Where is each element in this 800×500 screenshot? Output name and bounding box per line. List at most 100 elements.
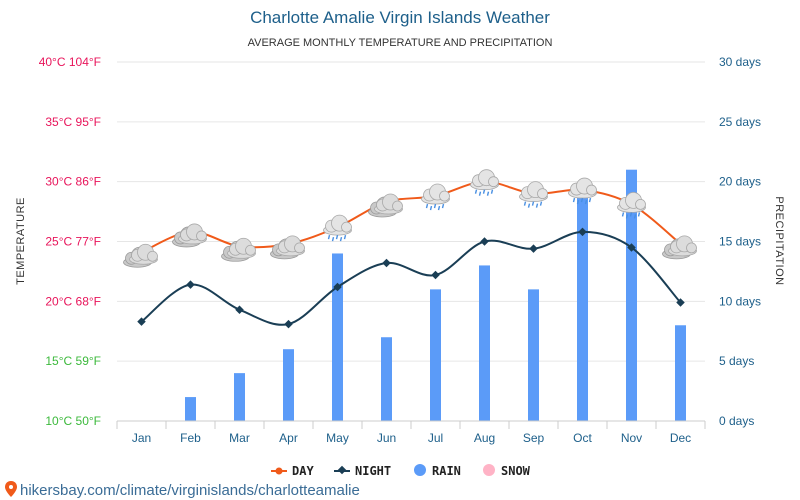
cloud-puff [294,242,305,254]
rain-drop [474,189,478,194]
legend-item-rain[interactable]: RAIN [414,464,461,478]
rain-bar [185,397,196,421]
rain-drop [637,212,641,217]
rain-drop [535,203,539,208]
left-tick-label: 20°C 68°F [45,294,101,308]
partly-sunny-icon [270,235,305,260]
cloud-puff [439,190,450,202]
chart-title: Charlotte Amalie Virgin Islands Weather [250,8,550,27]
night-point [382,258,391,268]
rain-drop [633,214,637,219]
rain-drop [335,234,339,240]
legend-rain-marker [414,464,426,476]
left-tick-label: 10°C 50°F [45,414,101,428]
cloud-puff [341,221,352,233]
rain-drop [539,201,543,206]
x-tick-label: May [326,431,349,445]
rain-bar [479,265,490,421]
rain-cloud-icon [323,214,352,242]
legend-night-label: NIGHT [355,464,391,478]
x-tick-label: Aug [474,431,495,445]
rain-bar [381,337,392,421]
cloud-puff [245,244,256,256]
rain-drop [527,203,531,208]
rain-drop [588,197,592,203]
y-axis-right-label: PRECIPITATION [773,196,785,285]
legend: DAY NIGHT RAIN SNOW [271,464,531,478]
rain-drop [625,214,629,219]
rain-drop [572,197,576,203]
rain-drop [425,203,429,209]
gridlines [117,61,705,422]
night-line [140,230,682,326]
cloud-puff [392,200,403,212]
rain-bar [234,373,245,421]
rain-bar [283,349,294,421]
night-point [480,237,489,246]
cloud-puff [686,242,697,254]
legend-snow-label: SNOW [501,464,531,478]
legend-day-label: DAY [292,464,314,478]
rain-drop [433,203,437,209]
x-tick-label: Feb [180,431,201,445]
rain-bar [528,289,539,421]
x-tick-label: Jul [428,431,443,445]
right-tick-label: 15 days [719,235,761,249]
x-tick-label: Sep [523,431,545,445]
night-point [235,305,244,314]
rain-bar [577,193,588,421]
x-tick-label: Oct [573,431,592,445]
rain-drop [327,234,331,240]
rain-bar [626,169,637,421]
rain-bars [185,169,686,421]
rain-drop [621,212,625,217]
left-tick-label: 35°C 95°F [45,115,101,129]
legend-snow-marker [483,464,495,476]
rain-cloud-icon [617,192,646,219]
rain-drop [490,189,494,194]
partly-sunny-icon [172,223,207,248]
x-tick-label: Apr [279,431,298,445]
partly-sunny-icon [123,243,158,268]
x-tick-label: Mar [229,431,250,445]
rain-bar [675,325,686,421]
left-tick-label: 30°C 86°F [45,175,101,189]
right-tick-label: 20 days [719,175,761,189]
rain-drop [629,212,633,217]
legend-rain-label: RAIN [432,464,461,478]
legend-item-snow[interactable]: SNOW [483,464,531,478]
rain-drop [441,203,445,209]
left-tick-label: 25°C 77°F [45,235,101,249]
night-point [186,280,195,289]
night-point [333,282,342,292]
partly-sunny-icon [662,235,697,260]
weather-icons [123,169,697,268]
rain-bar [430,289,441,421]
rain-drop [486,191,490,196]
source-url: hikersbay.com/climate/virginislands/char… [20,482,360,499]
legend-item-day[interactable]: DAY [271,464,314,478]
legend-day-marker [275,467,283,475]
x-tick-label: Dec [670,431,691,445]
left-axis-ticks: 10°C 50°F 15°C 59°F 20°C 68°F 25°C 77°F 30°C… [39,55,101,428]
legend-night-marker [337,465,347,475]
cloud-puff [196,230,207,242]
rain-drop [523,201,527,206]
rain-drop [339,236,343,242]
right-tick-label: 0 days [719,414,754,428]
night-point [676,298,685,307]
left-tick-label: 15°C 59°F [45,354,101,368]
rain-cloud-icon [568,177,597,205]
night-point [284,319,293,329]
partly-sunny-icon [368,193,403,218]
right-tick-label: 25 days [719,115,761,129]
rain-drop [531,201,535,206]
night-point [137,317,146,326]
source-link[interactable]: hikersbay.com/climate/virginislands/char… [5,481,360,499]
cloud-puff [635,199,646,210]
rain-drop [478,191,482,196]
right-tick-label: 5 days [719,354,754,368]
rain-drop [482,189,486,194]
rain-drop [331,236,335,242]
legend-item-night[interactable]: NIGHT [334,464,391,478]
